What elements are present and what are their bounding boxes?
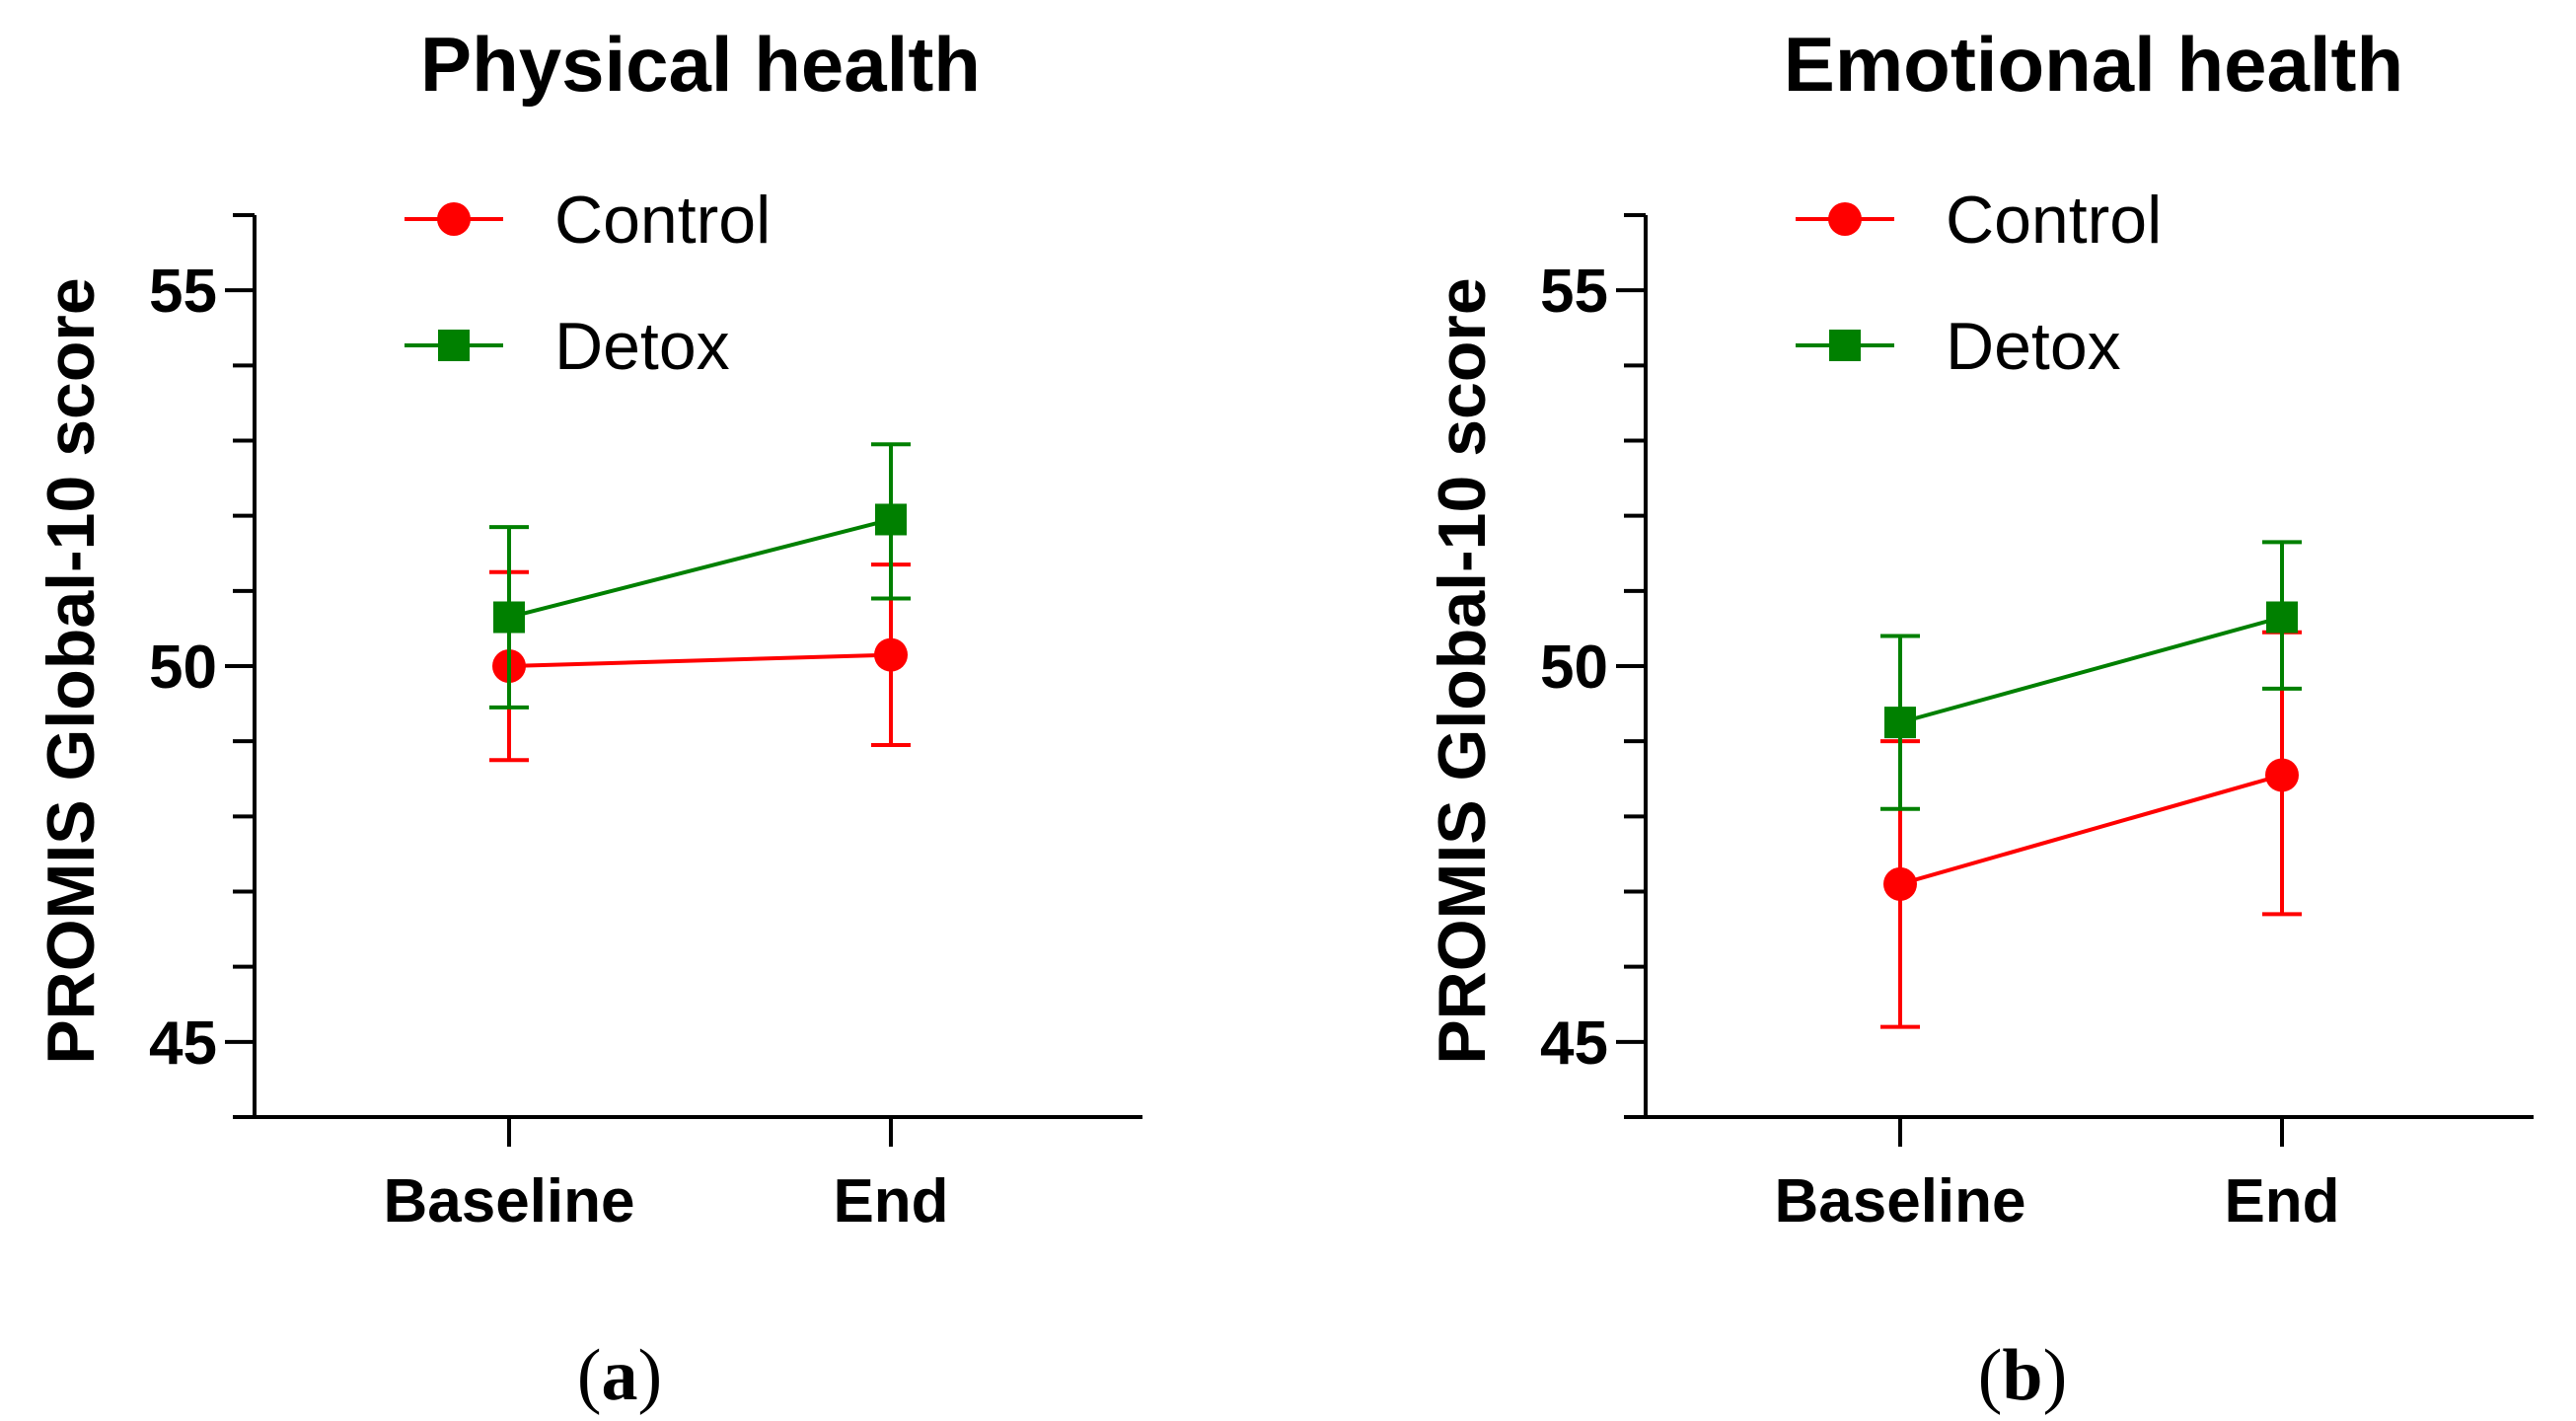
y-tick-label: 45 bbox=[149, 1010, 217, 1078]
legend-marker bbox=[438, 330, 470, 361]
series-line bbox=[1899, 773, 2283, 886]
series-line bbox=[508, 517, 892, 620]
x-tick-label: Baseline bbox=[383, 1167, 634, 1235]
series-control bbox=[489, 562, 911, 763]
legend-item-control: Control bbox=[1796, 183, 2162, 258]
x-tick-label: End bbox=[833, 1167, 948, 1235]
data-point bbox=[875, 503, 907, 536]
chart-emotional-health: Emotional health PROMIS Global-10 score 45… bbox=[1425, 21, 2534, 1416]
y-tick-label: 55 bbox=[149, 258, 217, 326]
panel-label: (a) bbox=[577, 1335, 662, 1416]
x-tick-label: End bbox=[2224, 1167, 2339, 1235]
legend-marker bbox=[1828, 202, 1862, 236]
legend-item-detox: Detox bbox=[405, 309, 730, 384]
y-tick-label: 55 bbox=[1540, 258, 1608, 326]
y-axis-label: PROMIS Global-10 score bbox=[1425, 277, 1500, 1064]
legend-marker bbox=[437, 202, 471, 236]
series-detox bbox=[1880, 540, 2302, 811]
chart-physical-health: Physical health PROMIS Global-10 score 45 5… bbox=[34, 21, 1142, 1416]
y-axis-label: PROMIS Global-10 score bbox=[34, 277, 109, 1064]
x-tick-label: Baseline bbox=[1774, 1167, 2025, 1235]
legend-label: Detox bbox=[554, 309, 730, 384]
legend-label: Control bbox=[554, 183, 771, 258]
series-control bbox=[1880, 630, 2302, 1029]
chart-title: Physical health bbox=[420, 21, 981, 108]
series-line bbox=[508, 652, 892, 668]
y-tick-label: 50 bbox=[1540, 634, 1608, 702]
legend-label: Control bbox=[1946, 183, 2162, 258]
y-tick-label: 50 bbox=[149, 634, 217, 702]
data-point bbox=[2266, 601, 2298, 634]
chart-title: Emotional health bbox=[1784, 21, 2403, 108]
legend-marker bbox=[1829, 330, 1861, 361]
series-line bbox=[1899, 615, 2283, 725]
legend-item-detox: Detox bbox=[1796, 309, 2121, 384]
y-tick-label: 45 bbox=[1540, 1010, 1608, 1078]
data-point bbox=[874, 637, 908, 672]
series-detox bbox=[489, 442, 911, 710]
data-point bbox=[2265, 758, 2299, 792]
data-point bbox=[1884, 707, 1916, 739]
legend-label: Detox bbox=[1946, 309, 2121, 384]
data-point bbox=[1883, 866, 1917, 901]
data-point bbox=[493, 601, 525, 634]
legend-item-control: Control bbox=[405, 183, 771, 258]
panel-label: (b) bbox=[1978, 1335, 2067, 1416]
